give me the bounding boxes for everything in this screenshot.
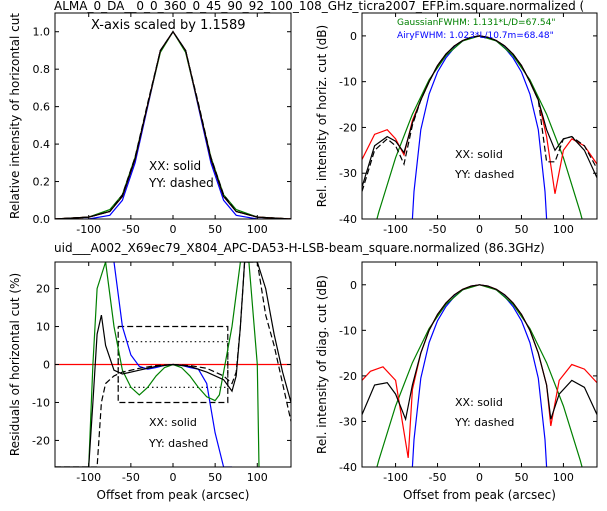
x-tick-label: 50 <box>514 471 528 484</box>
x-tick-label: 0 <box>170 471 177 484</box>
annotation: XX: solid <box>149 159 201 173</box>
y-tick-label: -30 <box>339 415 357 428</box>
series-line-4 <box>362 35 597 192</box>
y-tick-label: 0.0 <box>33 213 51 226</box>
legend-entry: AiryFWHM: 1.023*L/10.7m=68.48" <box>397 31 554 41</box>
annotation: XX: solid <box>149 416 197 429</box>
figure-subtitle: uid___A002_X69ec79_X804_APC-DA53-H-LSB-b… <box>54 241 545 255</box>
series-line-1 <box>55 30 291 219</box>
x-tick-label: 0 <box>170 223 177 236</box>
annotation: X-axis scaled by 1.1589 <box>91 18 246 33</box>
plots: -100 -50 0 50 1000.00.20.40.60.81.0Relative … <box>8 12 598 502</box>
plot-frame <box>361 261 598 468</box>
x-tick-label: 100 <box>247 471 268 484</box>
y-tick-label: -10 <box>32 396 50 409</box>
series-line-4 <box>88 262 260 467</box>
x-tick-label: -100 <box>76 223 101 236</box>
series-line-3 <box>55 30 291 219</box>
x-tick-label: 100 <box>553 471 574 484</box>
x-tick-label: -50 <box>429 471 447 484</box>
y-tick-label: -20 <box>339 370 357 383</box>
series-line-0 <box>411 35 548 219</box>
chart-br: -100 -50 0 50 100 0 -10 -20 -30 -40 Rel. intensity… <box>315 261 598 502</box>
series-group <box>362 284 597 467</box>
y-axis-label: Relative intensity of horizontal cut <box>8 13 22 219</box>
y-tick-label: -20 <box>32 434 50 447</box>
annotation: YY: dashed <box>148 176 214 190</box>
y-tick-label: -10 <box>339 324 357 337</box>
series-line-2 <box>55 30 291 219</box>
y-tick-label: 10 <box>36 321 50 334</box>
y-tick-label: 0 <box>350 30 357 43</box>
series-line-5 <box>55 262 291 467</box>
y-tick-label: 20 <box>36 283 50 296</box>
x-tick-label: -100 <box>76 471 101 484</box>
y-axis-label: Rel. intensity of horiz. cut (dB) <box>315 25 329 207</box>
y-tick-label: 1.0 <box>33 26 51 39</box>
y-tick-label: -40 <box>339 213 357 226</box>
series-line-0 <box>55 30 291 219</box>
x-tick-label: 100 <box>553 223 574 236</box>
y-tick-label: -20 <box>339 121 357 134</box>
annotation: XX: solid <box>455 148 503 161</box>
annotation: YY: dashed <box>454 416 514 429</box>
y-axis-label: Rel. intensity of diag. cut (dB) <box>315 275 329 454</box>
series-group <box>55 30 291 219</box>
x-axis-label: Offset from peak (arcsec) <box>403 488 556 502</box>
y-tick-label: -10 <box>339 76 357 89</box>
series-line-3 <box>362 284 597 422</box>
annotation: YY: dashed <box>148 437 208 450</box>
series-line-4 <box>55 30 291 219</box>
x-axis-label: Offset from peak (arcsec) <box>97 488 250 502</box>
y-tick-label: 0.6 <box>33 101 51 114</box>
x-tick-label: 100 <box>247 223 268 236</box>
figure-title: ALMA_0_DA__0_0_360_0_45_90_92_100_108_GH… <box>54 0 584 13</box>
x-tick-label: 0 <box>476 471 483 484</box>
legend-entry: GaussianFWHM: 1.131*L/D=67.54" <box>397 18 555 28</box>
x-tick-label: -100 <box>383 471 408 484</box>
y-tick-label: 0.8 <box>33 63 51 76</box>
annotation: XX: solid <box>455 396 503 409</box>
x-tick-label: -50 <box>122 223 140 236</box>
y-axis-label: Residuals of horizontal cut (%) <box>8 273 22 456</box>
x-tick-label: 50 <box>208 471 222 484</box>
y-tick-label: -40 <box>339 461 357 474</box>
x-tick-label: 50 <box>514 223 528 236</box>
x-tick-label: 50 <box>208 223 222 236</box>
y-tick-label: 0.2 <box>33 176 51 189</box>
series-group <box>55 262 291 467</box>
x-tick-label: -100 <box>383 223 408 236</box>
chart-tl: -100 -50 0 50 100 0.0 0.2 0.4 0.6 0.8 1.0 Relative … <box>8 12 292 236</box>
series-line-3 <box>362 35 597 188</box>
annotation: YY: dashed <box>454 168 514 181</box>
y-tick-label: -30 <box>339 167 357 180</box>
y-tick-label: 0 <box>43 359 50 372</box>
plot-frame <box>361 12 598 220</box>
series-line-2 <box>362 284 597 458</box>
x-tick-label: -50 <box>429 223 447 236</box>
y-tick-label: 0.4 <box>33 138 51 151</box>
chart-tr: -100 -50 0 50 100 0 -10 -20 -30 -40 Rel. intensity… <box>315 12 598 236</box>
x-tick-label: -50 <box>122 471 140 484</box>
series-line-6 <box>55 262 291 467</box>
x-tick-label: 0 <box>476 223 483 236</box>
y-tick-label: 0 <box>350 279 357 292</box>
series-line-0 <box>411 284 548 467</box>
series-group <box>362 35 597 219</box>
